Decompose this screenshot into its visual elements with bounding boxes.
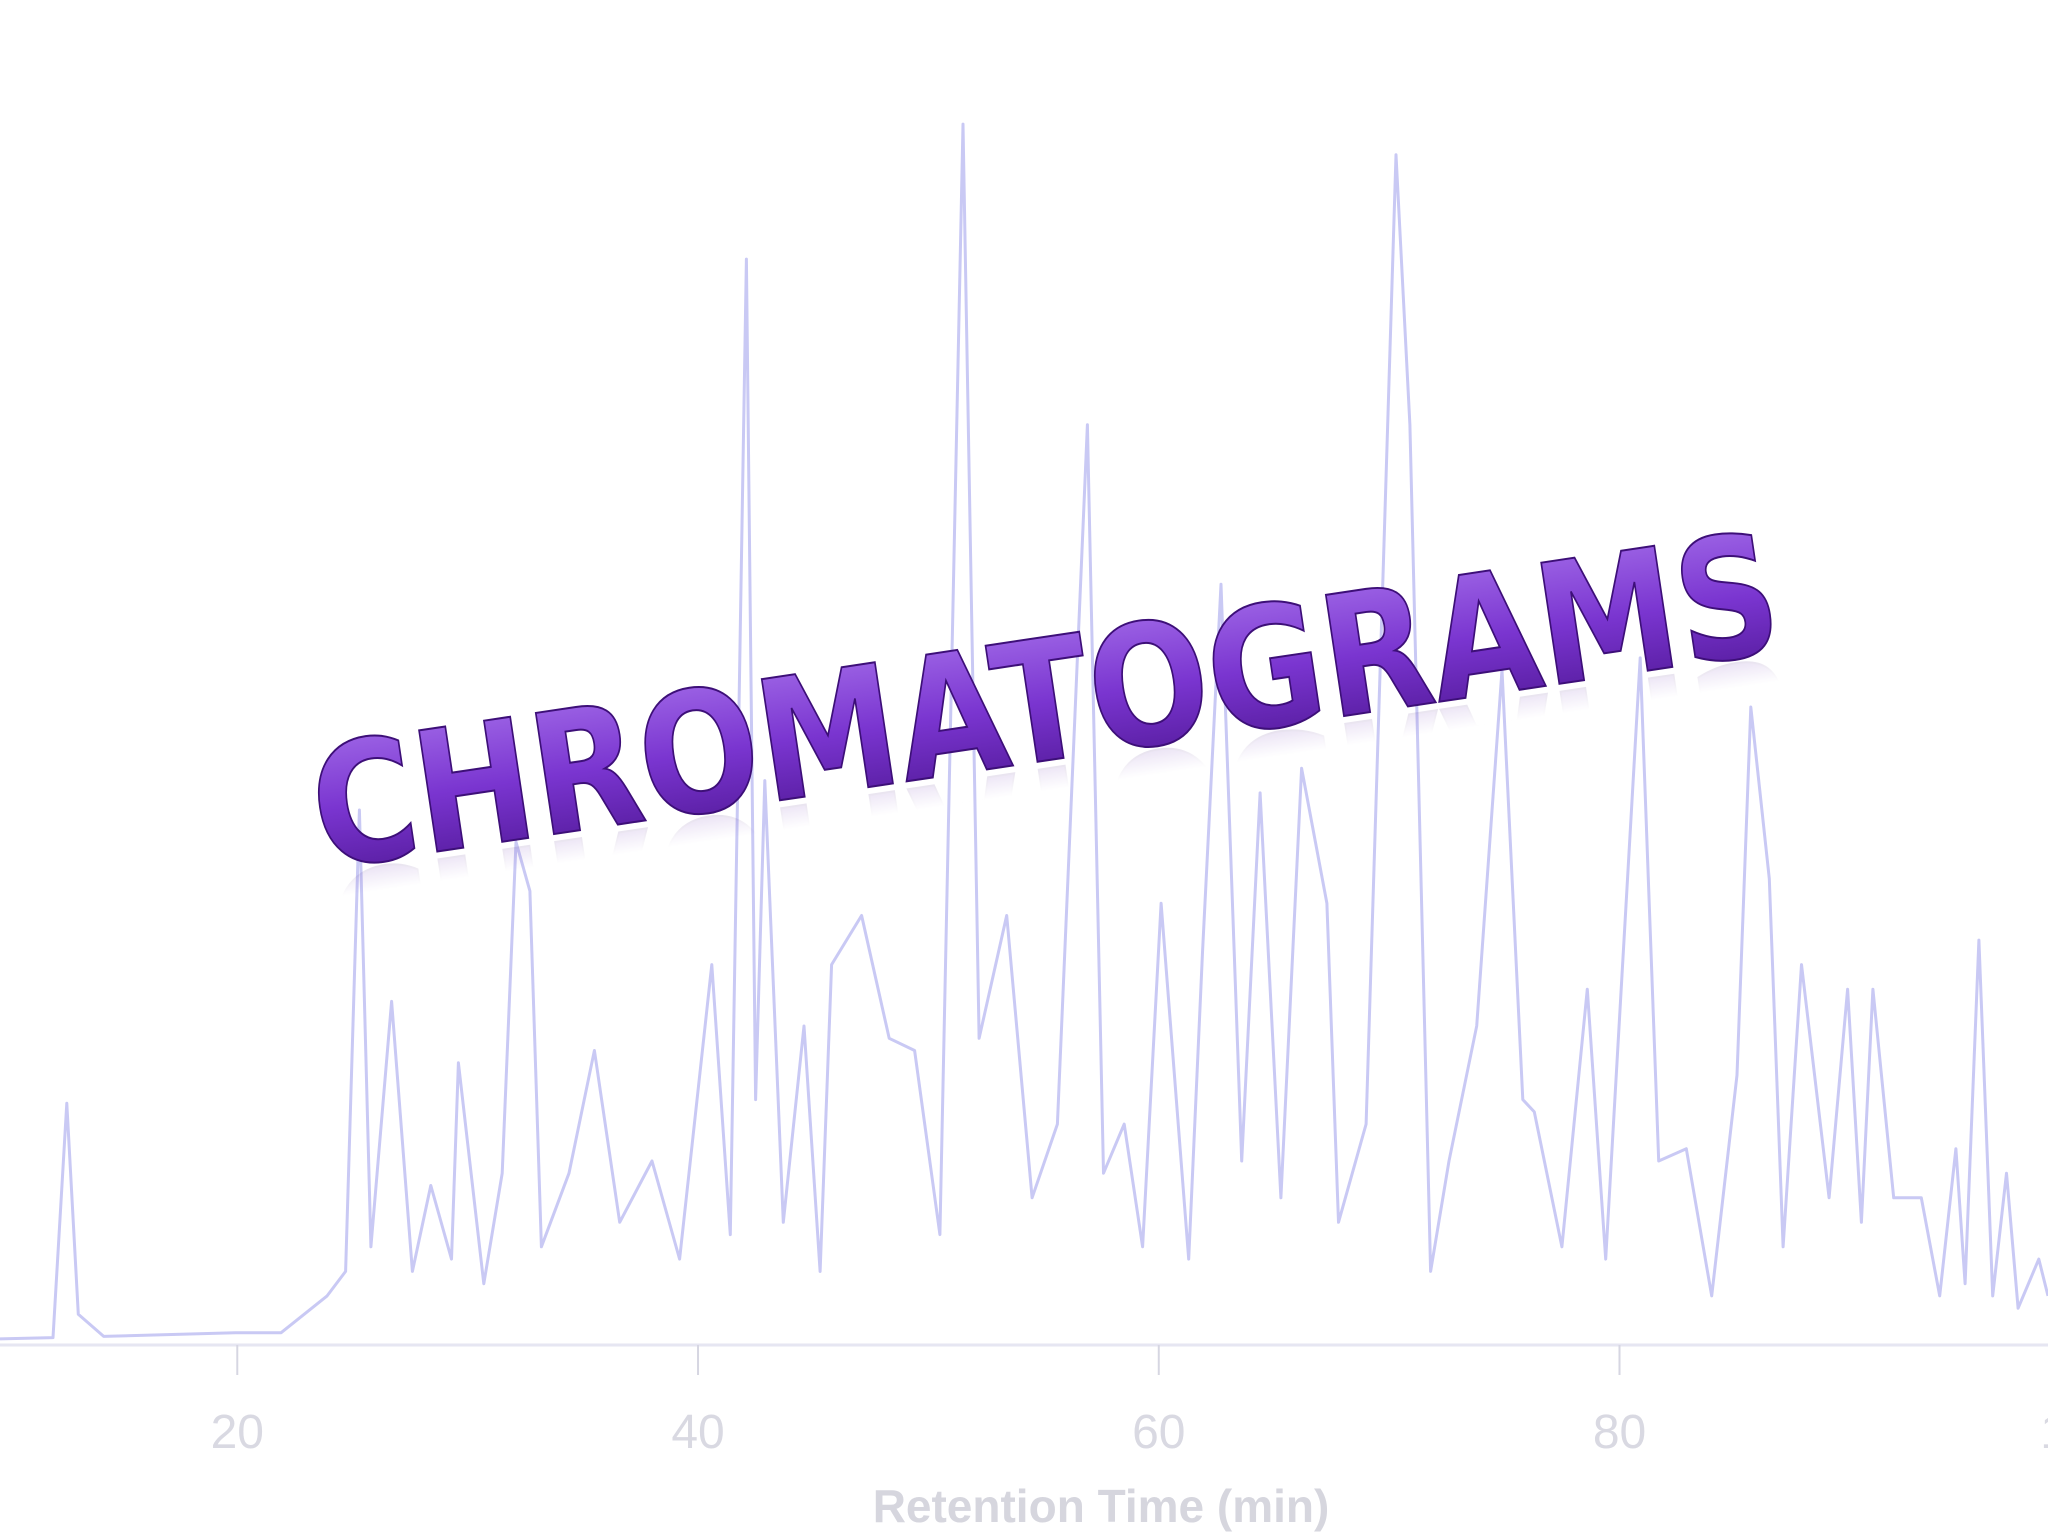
x-axis-label: Retention Time (min) <box>873 1480 1330 1532</box>
x-tick-label: 60 <box>1132 1406 1185 1459</box>
title-group: CHROMATOGRAMS <box>298 495 1811 1032</box>
x-tick-label: 40 <box>671 1406 724 1459</box>
x-tick-label: 80 <box>1593 1406 1646 1459</box>
x-tick-label: 100 <box>2040 1406 2048 1459</box>
chromatogram-line <box>0 122 2048 1341</box>
plot-area: 20 40 60 80 100 <box>0 122 2048 1459</box>
x-tick-label: 20 <box>211 1406 264 1459</box>
